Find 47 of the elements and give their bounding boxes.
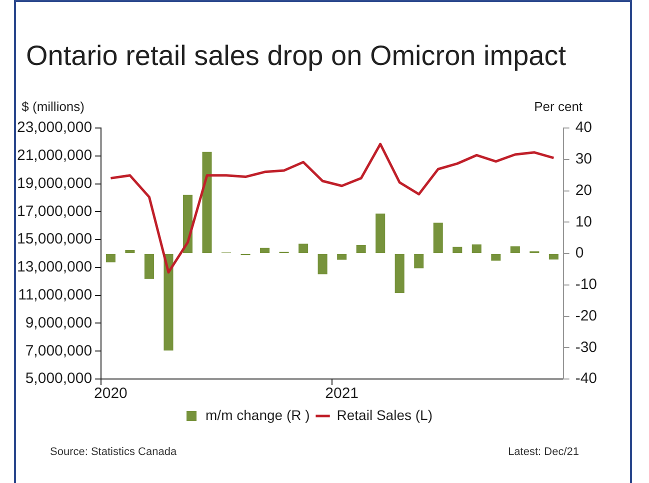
source-note: Source: Statistics Canada <box>50 446 177 458</box>
y2-tick-label: -10 <box>575 276 598 294</box>
y2-tick-label: -30 <box>575 338 598 356</box>
y-tick-label: 5,000,000 <box>25 370 92 388</box>
y-tick-label: 17,000,000 <box>16 202 92 220</box>
y2-tick-label: 0 <box>575 244 584 262</box>
bar <box>433 222 443 253</box>
bar <box>106 254 116 262</box>
legend-label: m/m change (R ) <box>206 406 310 423</box>
bar <box>356 245 366 253</box>
y-tick-label: 21,000,000 <box>16 147 92 164</box>
chart-title: Ontario retail sales drop on Omicron impact <box>26 40 566 72</box>
y2-tick-label: 10 <box>575 213 592 230</box>
bar <box>394 254 404 294</box>
x-tick-label: 2021 <box>325 385 359 402</box>
y2-axis-title: Per cent <box>534 99 583 114</box>
bar <box>260 248 270 253</box>
y-tick-label: 19,000,000 <box>16 174 92 192</box>
y-tick-label: 23,000,000 <box>16 119 92 136</box>
y2-tick-label: 30 <box>575 150 592 168</box>
bar <box>337 254 347 260</box>
y-tick-label: 15,000,000 <box>16 230 92 248</box>
legend-label: Retail Sales (L) <box>336 406 432 423</box>
y2-tick-label: -20 <box>575 307 598 324</box>
y2-tick-label: 40 <box>575 119 592 136</box>
y2-tick-label: -40 <box>575 370 598 388</box>
bar <box>144 254 154 279</box>
bar <box>452 246 462 253</box>
bar <box>164 254 174 350</box>
y-axis-title: $ (millions) <box>22 99 84 114</box>
bar <box>491 254 501 261</box>
y-tick-label: 9,000,000 <box>25 314 92 332</box>
y2-tick-label: 20 <box>575 182 592 199</box>
bar <box>298 244 308 253</box>
bar <box>472 244 482 253</box>
y-tick-label: 13,000,000 <box>16 258 92 276</box>
bar <box>376 214 386 253</box>
text: Latest: Dec/21 <box>508 446 579 458</box>
bar <box>510 246 520 253</box>
bar <box>318 254 328 274</box>
bar <box>125 250 135 253</box>
x-tick-label: 2020 <box>94 385 128 402</box>
y-tick-label: 7,000,000 <box>25 342 92 360</box>
y-tick-label: 11,000,000 <box>18 286 92 304</box>
bar <box>548 254 558 260</box>
bar <box>202 152 212 253</box>
bar <box>414 254 424 268</box>
